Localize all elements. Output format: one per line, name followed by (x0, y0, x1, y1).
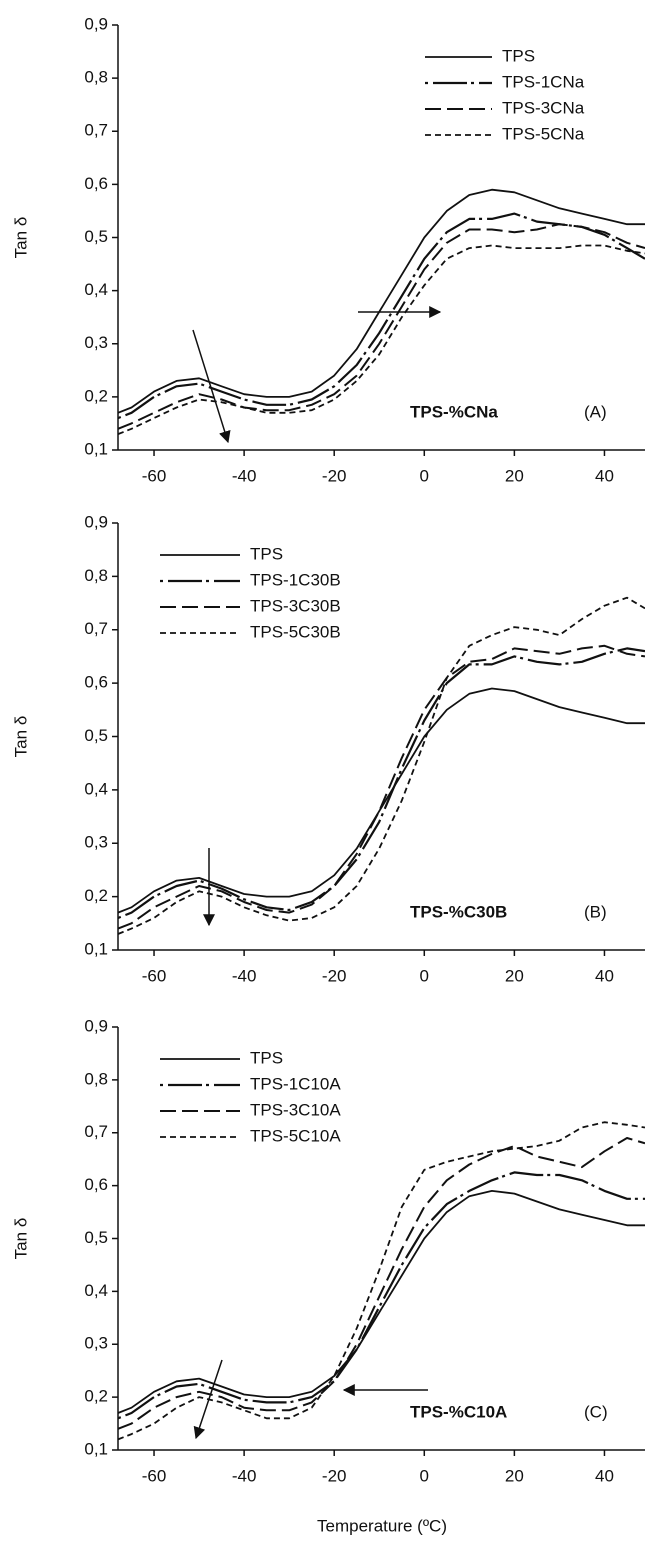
y-tick-label: 0,3 (84, 1334, 108, 1353)
y-tick-label: 0,5 (84, 726, 108, 745)
x-tick-label: -20 (322, 966, 347, 985)
panel-label: (B) (584, 902, 607, 921)
annotation: TPS-%C10A (410, 1402, 507, 1421)
y-axis-label: Tan δ (11, 217, 30, 259)
x-tick-label: 0 (420, 1466, 429, 1485)
panel: 0,1 0,2 0,3 0,4 0,5 0,6 0,7 0,8 0,9 -60 -40 -20 0 20 4… (11, 1016, 645, 1535)
y-tick-label: 0,7 (84, 1122, 108, 1141)
y-tick-label: 0,4 (84, 1281, 108, 1300)
y-tick-label: 0,2 (84, 886, 108, 905)
y-tick-label: 0,4 (84, 779, 108, 798)
annotation: TPS-%CNa (410, 402, 498, 421)
x-tick-label: 20 (505, 1466, 524, 1485)
legend-label: TPS-5CNa (502, 124, 585, 143)
data-line (117, 1121, 645, 1441)
panel: 0,1 0,2 0,3 0,4 0,5 0,6 0,7 0,8 0,9 -60 -40 -20 0 20 4… (11, 14, 645, 485)
data-line (117, 687, 645, 914)
arrow (193, 1359, 223, 1440)
y-tick-label: 0,5 (84, 1228, 108, 1247)
x-axis-label: Temperature (ºC) (317, 1516, 447, 1535)
x-tick-label: -60 (142, 966, 167, 985)
y-tick-label: 0,1 (84, 1439, 108, 1458)
x-tick-label: 40 (595, 466, 614, 485)
y-tick-label: 0,6 (84, 673, 108, 692)
y-tick-label: 0,2 (84, 1387, 108, 1406)
x-tick-label: 0 (420, 466, 429, 485)
y-axis-label: Tan δ (11, 1218, 30, 1260)
y-tick-label: 0,4 (84, 280, 108, 299)
y-axis-label: Tan δ (11, 716, 30, 758)
data-line (117, 1137, 645, 1430)
x-tick-label: -40 (232, 1466, 257, 1485)
x-tick-label: -20 (322, 1466, 347, 1485)
x-tick-label: 20 (505, 466, 524, 485)
data-line (117, 212, 645, 420)
x-tick-label: 40 (595, 1466, 614, 1485)
x-tick-label: 0 (420, 966, 429, 985)
y-tick-label: 0,1 (84, 939, 108, 958)
data-line (117, 223, 645, 430)
y-tick-label: 0,9 (84, 14, 108, 33)
y-tick-label: 0,7 (84, 121, 108, 140)
legend-label: TPS-3C10A (250, 1100, 341, 1119)
legend-label: TPS-3C30B (250, 596, 341, 615)
y-tick-label: 0,3 (84, 333, 108, 352)
legend-label: TPS (502, 46, 535, 65)
y-tick-label: 0,8 (84, 566, 108, 585)
panel-label: (A) (584, 402, 607, 421)
y-tick-label: 0,8 (84, 1069, 108, 1088)
y-tick-label: 0,5 (84, 227, 108, 246)
legend-label: TPS (250, 1048, 283, 1067)
data-line (117, 1190, 645, 1414)
legend-label: TPS-1C10A (250, 1074, 341, 1093)
x-tick-label: -60 (142, 1466, 167, 1485)
legend-label: TPS-1CNa (502, 72, 585, 91)
legend-label: TPS-3CNa (502, 98, 585, 117)
x-tick-label: 20 (505, 966, 524, 985)
annotation: TPS-%C30B (410, 902, 507, 921)
y-tick-label: 0,8 (84, 68, 108, 87)
panel-label: (C) (584, 1402, 608, 1421)
data-line (117, 244, 645, 435)
legend-label: TPS-1C30B (250, 570, 341, 589)
data-line (117, 644, 645, 930)
legend-label: TPS-5C30B (250, 622, 341, 641)
data-line (117, 596, 645, 935)
x-tick-label: 40 (595, 966, 614, 985)
y-tick-label: 0,2 (84, 386, 108, 405)
arrow (192, 329, 231, 444)
y-tick-label: 0,6 (84, 174, 108, 193)
legend-label: TPS (250, 544, 283, 563)
legend-label: TPS-5C10A (250, 1126, 341, 1145)
data-line (117, 1171, 645, 1420)
y-tick-label: 0,9 (84, 1016, 108, 1035)
x-tick-label: -40 (232, 966, 257, 985)
x-tick-label: -20 (322, 466, 347, 485)
y-tick-label: 0,7 (84, 619, 108, 638)
y-tick-label: 0,6 (84, 1175, 108, 1194)
data-line (117, 647, 645, 920)
y-tick-label: 0,9 (84, 512, 108, 531)
y-tick-label: 0,1 (84, 439, 108, 458)
x-tick-label: -40 (232, 466, 257, 485)
panel: 0,1 0,2 0,3 0,4 0,5 0,6 0,7 0,8 0,9 -60 -40 -20 0 20 4… (11, 512, 645, 985)
data-line (117, 188, 645, 414)
y-tick-label: 0,3 (84, 833, 108, 852)
x-tick-label: -60 (142, 466, 167, 485)
